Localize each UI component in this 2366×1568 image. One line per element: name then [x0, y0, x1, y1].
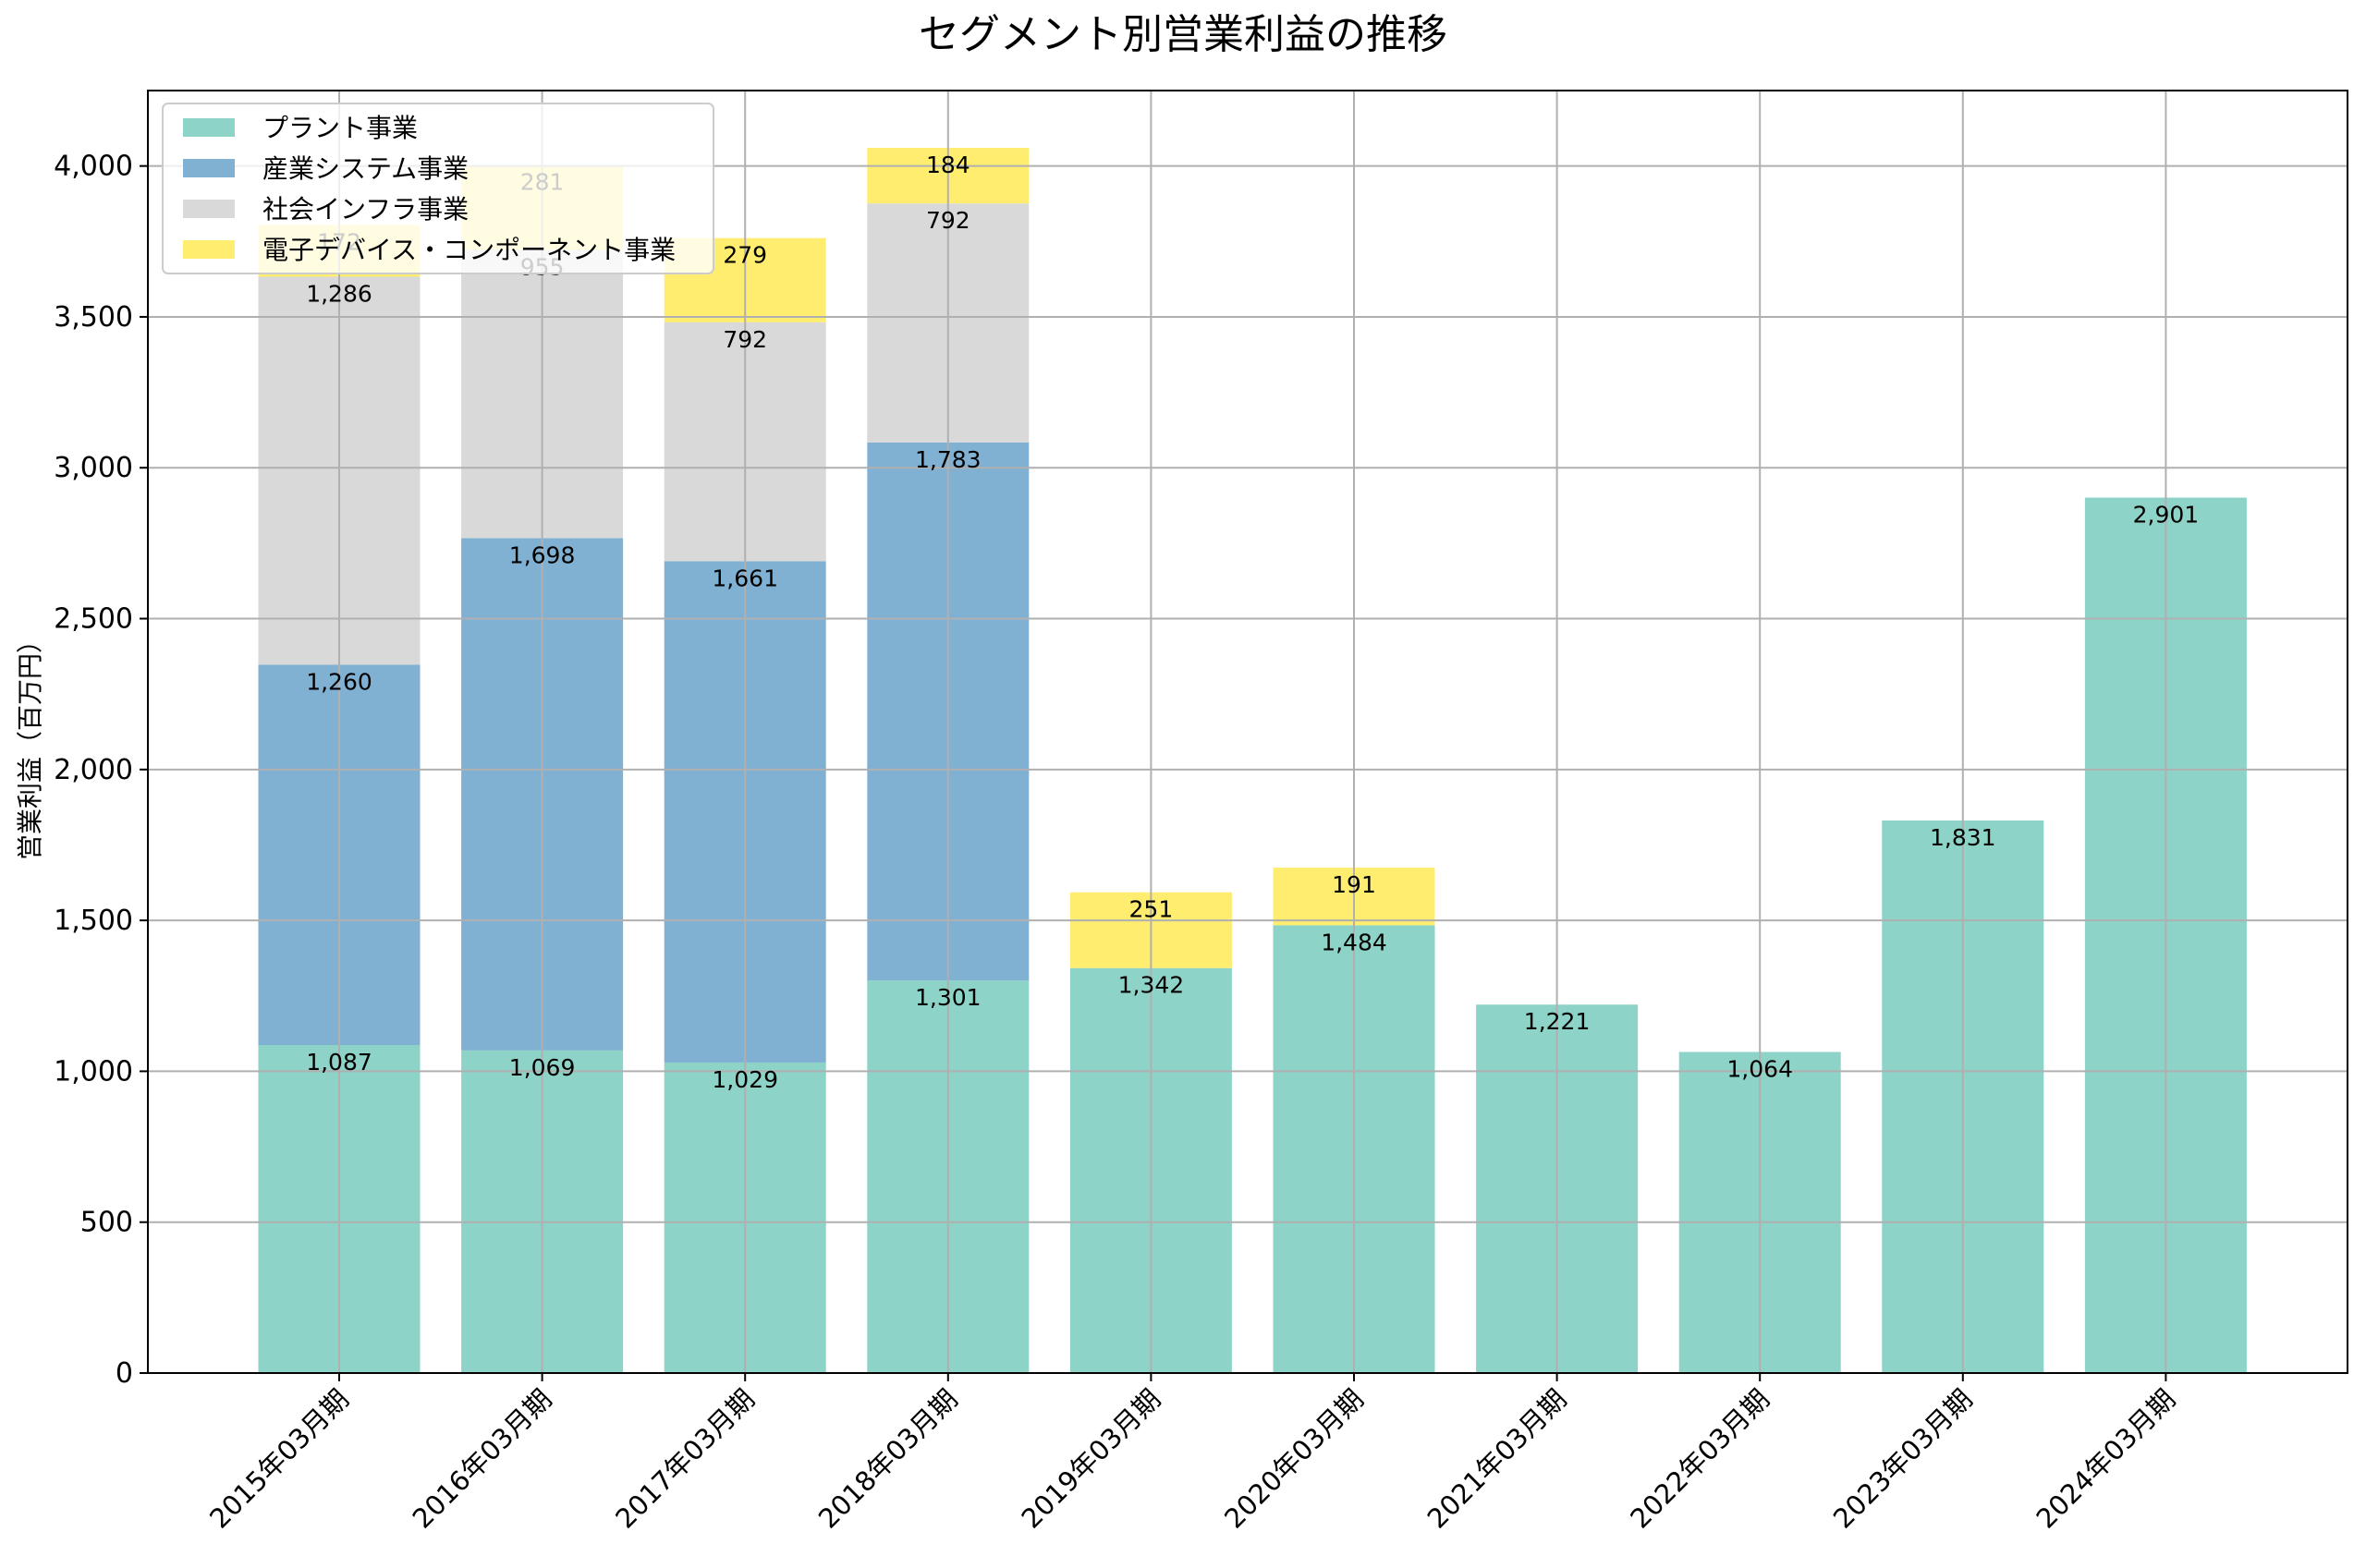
- data-label-1-4: 1,301: [915, 984, 982, 1011]
- data-labels: 1,0871,2601,2861721,0691,6989552811,0291…: [306, 152, 2199, 1093]
- legend-swatch: [183, 240, 235, 259]
- y-axis: 0 500 1,000 1,500 2,000 2,500 3,000 3,500 4,000: [54, 151, 148, 1390]
- y-tick-label: 1,500: [54, 905, 133, 937]
- y-tick-label: 3,000: [54, 452, 133, 484]
- legend-label: プラント事業: [262, 113, 418, 143]
- x-tick-label: 2018年03月期: [812, 1383, 964, 1535]
- x-tick-label: 2016年03月期: [407, 1383, 558, 1535]
- chart-title: セグメント別営業利益の推移: [919, 11, 1447, 58]
- y-tick-label: 2,500: [54, 603, 133, 636]
- data-label-3-4: 792: [926, 207, 970, 234]
- data-label-3-1: 1,286: [306, 281, 372, 308]
- data-label-1-9: 1,831: [1930, 824, 1996, 851]
- y-tick-label: 1,000: [54, 1055, 133, 1088]
- data-label-1-7: 1,221: [1524, 1008, 1591, 1035]
- data-label-1-2: 1,069: [509, 1054, 576, 1081]
- y-tick-label: 2,000: [54, 754, 133, 786]
- data-label-4-5: 251: [1129, 896, 1174, 923]
- data-label-2-2: 1,698: [509, 541, 576, 568]
- data-label-1-10: 2,901: [2133, 502, 2200, 529]
- plot-frame: [147, 90, 2348, 1374]
- legend-swatch: [183, 200, 235, 218]
- data-label-1-1: 1,087: [306, 1049, 372, 1076]
- y-tick-label: 4,000: [54, 151, 133, 183]
- y-tick-label: 500: [80, 1207, 133, 1239]
- data-label-2-3: 1,661: [712, 565, 778, 591]
- legend-box: [162, 103, 714, 274]
- legend-swatch: [183, 118, 235, 137]
- legend-label: 産業システム事業: [262, 153, 469, 184]
- x-tick-label: 2023年03月期: [1827, 1383, 1979, 1535]
- data-label-1-5: 1,342: [1118, 972, 1185, 999]
- y-tick-label: 3,500: [54, 301, 133, 334]
- data-label-3-3: 792: [723, 326, 767, 353]
- x-tick-label: 2022年03月期: [1624, 1383, 1775, 1535]
- data-label-1-6: 1,484: [1321, 929, 1387, 955]
- x-tick-label: 2024年03月期: [2030, 1383, 2181, 1535]
- legend-label: 電子デバイス・コンポーネント事業: [262, 235, 676, 265]
- x-tick-label: 2020年03月期: [1218, 1383, 1370, 1535]
- y-tick-label: 0: [116, 1357, 133, 1390]
- data-label-2-1: 1,260: [306, 668, 372, 695]
- data-label-4-6: 191: [1332, 871, 1376, 898]
- legend-swatch: [183, 159, 235, 177]
- legend-label: 社会インフラ事業: [262, 194, 469, 225]
- y-axis-label: 営業利益（百万円）: [15, 627, 45, 860]
- data-label-4-4: 184: [926, 152, 970, 178]
- x-tick-label: 2021年03月期: [1421, 1383, 1573, 1535]
- x-tick-label: 2015年03月期: [203, 1383, 355, 1535]
- x-tick-label: 2019年03月期: [1015, 1383, 1166, 1535]
- plot-area: 1,0871,2601,2861721,0691,6989552811,0291…: [54, 90, 2348, 1535]
- data-label-1-3: 1,029: [712, 1066, 778, 1093]
- bars: [258, 148, 2247, 1373]
- data-label-2-4: 1,783: [915, 446, 982, 473]
- data-label-1-8: 1,064: [1726, 1056, 1793, 1083]
- data-label-4-3: 279: [723, 242, 767, 269]
- x-axis: 2015年03月期 2016年03月期 2017年03月期 2018年03月期 2019…: [203, 1373, 2181, 1535]
- x-tick-label: 2017年03月期: [609, 1383, 761, 1535]
